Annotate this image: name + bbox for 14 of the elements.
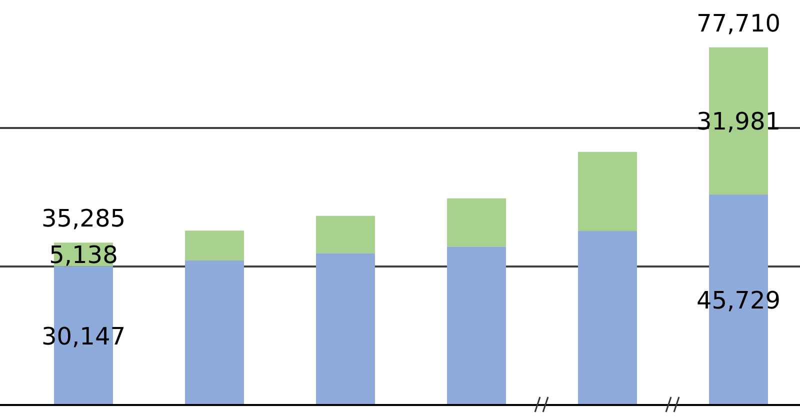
bar xyxy=(316,253,375,405)
data-label: 31,981 xyxy=(696,108,780,136)
data-label: 5,138 xyxy=(49,241,118,270)
data-label: 45,729 xyxy=(696,286,780,314)
bar xyxy=(185,260,244,405)
bar xyxy=(316,216,375,254)
bar xyxy=(185,230,244,260)
total-label: 35,285 xyxy=(42,204,126,233)
bar xyxy=(578,152,637,232)
bar xyxy=(447,198,506,247)
data-label: 30,147 xyxy=(42,322,126,350)
bar xyxy=(578,231,637,405)
bar xyxy=(447,246,506,405)
total-label: 77,710 xyxy=(696,9,780,38)
